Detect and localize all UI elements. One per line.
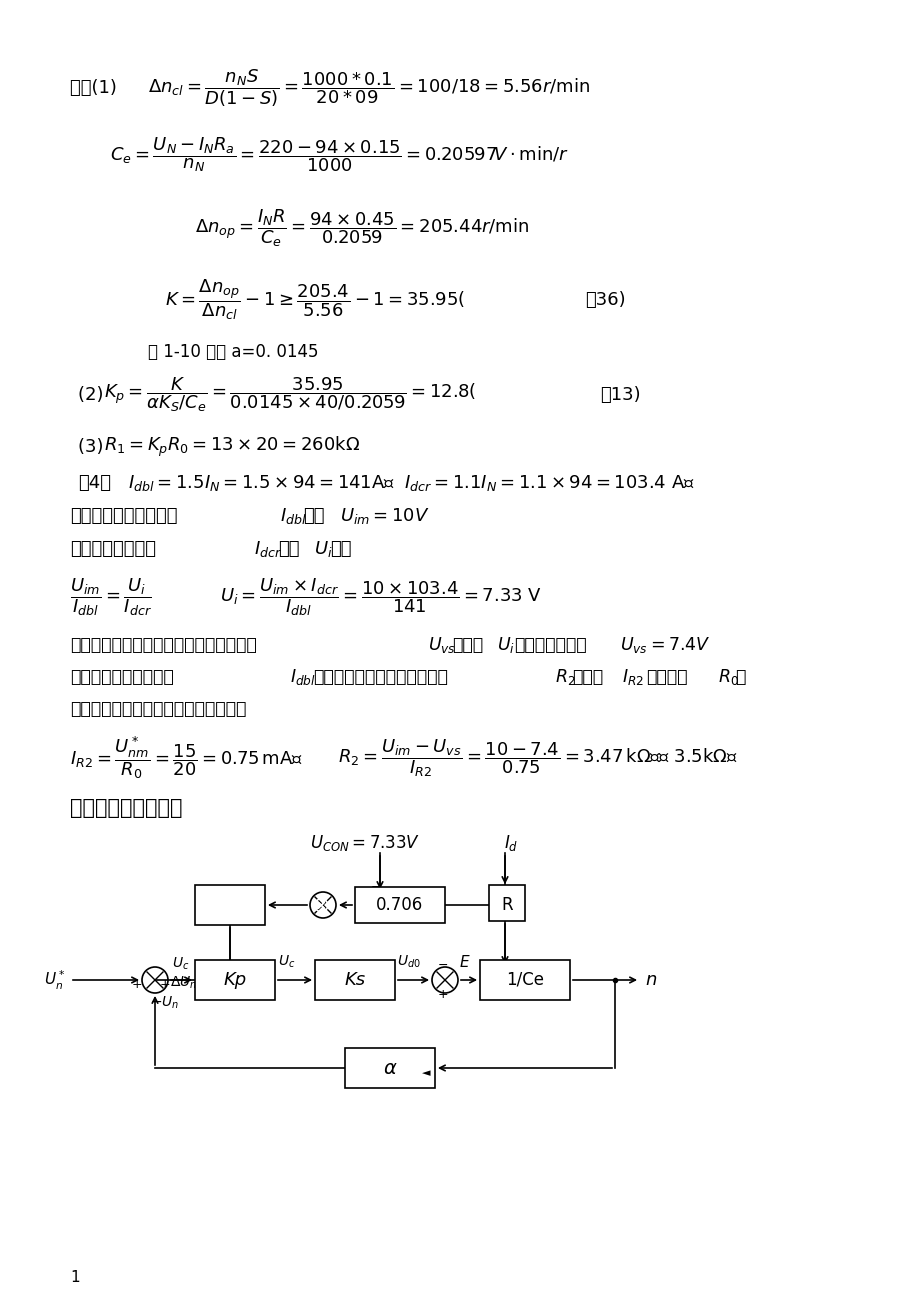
Text: 的电流: 的电流 [572,668,603,686]
Text: $\alpha$: $\alpha$ [382,1059,397,1078]
Text: $R_0$: $R_0$ [717,667,738,687]
Text: $I_{dbl} = 1.5I_N = 1.5\times94 = 141\mathrm{A}$；  $I_{dcr} = 1.1I_N = 1.1\times: $I_{dbl} = 1.5I_N = 1.5\times94 = 141\ma… [128,473,694,493]
Text: $U_{im} = 10V$: $U_{im} = 10V$ [340,506,429,526]
Text: $R_2$: $R_2$ [554,667,575,687]
Text: （4）: （4） [78,474,111,492]
Text: Kp: Kp [223,971,246,990]
Text: 等于流过: 等于流过 [645,668,686,686]
Bar [195,960,275,1000]
Text: $U_c$: $U_c$ [278,953,295,970]
Bar [489,885,525,921]
Text: $-U_n$: $-U_n$ [150,995,179,1012]
Text: $U_i$: $U_i$ [313,539,333,559]
Text: 当主电路电流最大即为: 当主电路电流最大即为 [70,506,177,525]
Text: $R_2 = \dfrac{U_{im} - U_{vs}}{I_{R2}} = \dfrac{10 - 7.4}{0.75} = 3.47\,\mathrm{: $R_2 = \dfrac{U_{im} - U_{vs}}{I_{R2}} =… [337,737,737,779]
Text: 同 1-10 可得 a=0. 0145: 同 1-10 可得 a=0. 0145 [148,342,318,361]
Text: $\Delta n_{op} = \dfrac{I_N R}{C_e} = \dfrac{94\times0.45}{0.2059} = 205.44r/$mi: $\Delta n_{op} = \dfrac{I_N R}{C_e} = \d… [195,207,528,249]
Text: $I_{dcr}$: $I_{dcr}$ [254,539,282,559]
Text: 而当主电路电流为: 而当主电路电流为 [70,540,156,559]
Text: R: R [501,896,512,914]
Text: 此时电流反馈起作用，稳压管的击穿电压: 此时电流反馈起作用，稳压管的击穿电压 [70,635,256,654]
Text: $I_{dbl}$: $I_{dbl}$ [289,667,315,687]
Text: $U_{vs} = 7.4V$: $U_{vs} = 7.4V$ [619,635,709,655]
Text: 时，为起到保护作用应使流过: 时，为起到保护作用应使流过 [312,668,448,686]
Text: 取36): 取36) [584,292,625,309]
Text: 0.706: 0.706 [376,896,423,914]
Text: +: + [437,988,448,1001]
Text: $\Delta n_{cl} = \dfrac{n_N S}{D(1-S)} = \dfrac{1000*0.1}{20*09} = 100/18 = 5.56: $\Delta n_{cl} = \dfrac{n_N S}{D(1-S)} =… [148,68,589,109]
Bar [314,960,394,1000]
Text: +: + [131,978,142,991]
Text: n: n [644,971,655,990]
Text: $I_{R2}$: $I_{R2}$ [621,667,643,687]
Text: (3): (3) [78,437,115,456]
Text: $U_i$: $U_i$ [496,635,515,655]
Bar [480,960,570,1000]
Text: 的: 的 [734,668,744,686]
Text: $U_{CON} = 7.33V$: $U_{CON} = 7.33V$ [310,833,420,853]
Text: 取13): 取13) [599,385,640,404]
Text: $U_{d0}$: $U_{d0}$ [397,953,420,970]
Text: 1: 1 [70,1269,80,1285]
Text: $U_{vs}$: $U_{vs}$ [427,635,456,655]
Text: $C_e = \dfrac{U_N - I_N R_a}{n_N} = \dfrac{220 - 94\times0.15}{1000} = 0.20597V\: $C_e = \dfrac{U_N - I_N R_a}{n_N} = \dfr… [110,135,569,174]
Text: Ks: Ks [344,971,365,990]
Text: 解：(1): 解：(1) [70,79,129,98]
Text: 可根据: 可根据 [451,635,482,654]
Text: $R_1 = K_p R_0 = 13\times20 = 260\mathrm{k}\Omega$: $R_1 = K_p R_0 = 13\times20 = 260\mathrm… [104,435,360,460]
Text: $\Delta U_n$: $\Delta U_n$ [170,975,197,991]
Text: $U_c$: $U_c$ [172,956,189,973]
Text: $I_d$: $I_d$ [504,833,517,853]
Text: 1/Ce: 1/Ce [505,971,543,990]
Text: (2): (2) [78,385,115,404]
Text: 时，: 时， [302,506,324,525]
Text: ⊗: ⊗ [312,894,330,915]
Text: $I_{R2} = \dfrac{U_{nm}^*}{R_0} = \dfrac{15}{20} = 0.75\,\mathrm{mA}$；: $I_{R2} = \dfrac{U_{nm}^*}{R_0} = \dfrac… [70,734,313,781]
Text: $U_i = \dfrac{U_{im}\times I_{dcr}}{I_{dbl}} = \dfrac{10\times103.4}{141} = 7.33: $U_i = \dfrac{U_{im}\times I_{dcr}}{I_{d… [220,577,541,618]
Text: $I_{dbl}$: $I_{dbl}$ [279,506,306,526]
Text: 系统的静态结构框图: 系统的静态结构框图 [70,798,182,818]
Text: 当主电路的电流增大到: 当主电路的电流增大到 [70,668,174,686]
Text: −: − [370,880,380,893]
Text: $U_n^*$: $U_n^*$ [43,969,65,992]
Text: E: E [460,954,469,970]
Text: $\dfrac{U_{im}}{I_{dbl}} = \dfrac{U_i}{I_{dcr}}$: $\dfrac{U_{im}}{I_{dbl}} = \dfrac{U_i}{I… [70,577,152,618]
Text: ◄: ◄ [421,1068,429,1078]
Bar [195,885,265,924]
Bar [355,887,445,923]
Text: $K_p = \dfrac{K}{\alpha K_S / C_e} = \dfrac{35.95}{0.0145\times40/0.2059} = 12.8: $K_p = \dfrac{K}{\alpha K_S / C_e} = \df… [104,376,476,414]
Text: 电流，以使电机转速迅速降落。此时：: 电流，以使电机转速迅速降落。此时： [70,700,246,717]
Text: +: + [160,978,170,991]
Bar [345,1048,435,1088]
Text: −: − [437,958,448,971]
Text: 时，: 时， [278,540,300,559]
Text: 为：: 为： [330,540,351,559]
Text: 确定取稍大值：: 确定取稍大值： [514,635,586,654]
Text: $K = \dfrac{\Delta n_{op}}{\Delta n_{cl}} - 1 \geq \dfrac{205.4}{5.56} - 1 = 35.: $K = \dfrac{\Delta n_{op}}{\Delta n_{cl}… [165,277,465,322]
